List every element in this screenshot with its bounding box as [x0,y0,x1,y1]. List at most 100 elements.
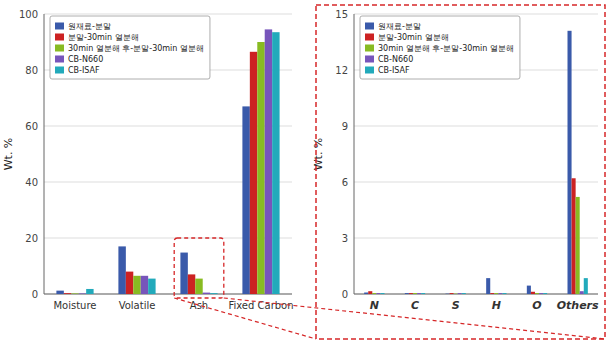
grid-line [354,294,598,295]
bar [364,293,368,294]
bar [188,274,195,294]
bar [535,293,539,294]
bar [126,272,133,294]
y-tick-label: 80 [25,65,38,76]
bar [580,291,584,294]
bar [376,293,380,294]
bar [56,291,63,294]
zoom-connector [174,298,316,339]
legend: 원재료-분말분말-30min 열분해 30min 열분해 후-분말-30min 열… [360,16,520,79]
bar [527,286,531,294]
legend-label: 30min 열분해 후-분말-30min 열분해 [378,44,514,53]
grid-line [354,126,598,127]
bar [584,278,588,294]
grid-line [354,238,598,239]
bar [498,293,502,294]
y-tick-label: 60 [25,121,38,132]
bar [272,32,279,294]
legend-swatch [365,45,374,52]
bar [79,293,86,294]
legend-swatch [55,56,64,63]
x-tick-label: Moisture [53,300,96,311]
bar [250,52,257,294]
y-tick-label: 100 [19,9,38,20]
legend-label: CB-ISAF [378,66,410,75]
y-axis-label: Wt. % [2,138,15,171]
bar [462,293,466,294]
legend-label: CB-ISAF [68,66,100,75]
bar [265,29,272,294]
bar [372,293,376,294]
bar [490,293,494,294]
chart: 020406080100Wt. %MoistureVolatileAshFixe… [2,9,294,312]
bar [539,293,543,294]
bar [71,293,78,294]
y-axis-label: Wt. % [312,138,325,171]
bar [494,293,498,294]
y-tick-label: 0 [32,289,38,300]
x-tick-label: C [411,299,419,312]
bar [486,278,490,294]
bar [141,276,148,294]
bar [380,293,384,294]
zoom-annotation [174,5,605,339]
bar [257,42,264,294]
legend-swatch [365,23,374,30]
x-axis [354,294,598,295]
x-tick-label: S [452,299,460,312]
bar [242,106,249,294]
bar [417,293,421,294]
grid-line [354,14,598,15]
bar [118,246,125,294]
x-tick-label: Ash [190,300,208,311]
bar [458,293,462,294]
bar [195,279,202,294]
y-tick-label: 20 [25,233,38,244]
bar [405,293,409,294]
legend-label: CB-N660 [68,55,103,64]
bar [133,276,140,294]
y-axis [354,14,355,294]
x-tick-label: Others [557,299,599,312]
legend-label: 원재료-분말 [378,22,421,31]
x-tick-label: Volatile [119,300,156,311]
legend-swatch [55,45,64,52]
bar [450,293,454,294]
bar [368,291,372,294]
y-axis [44,14,45,294]
legend-swatch [55,34,64,41]
bar [446,293,450,294]
bar [64,293,71,294]
x-tick-label: O [532,299,541,312]
bar [409,293,413,294]
legend-label: 분말-30min 열분해 [378,33,449,42]
legend-label: 원재료-분말 [68,22,111,31]
bar [148,279,155,294]
legend-swatch [55,23,64,30]
y-tick-label: 6 [342,177,348,188]
figure: 020406080100Wt. %MoistureVolatileAshFixe… [0,0,609,343]
bar [454,293,458,294]
legend-label: 30min 열분해 후-분말-30min 열분해 [68,44,204,53]
legend-swatch [365,56,374,63]
x-tick-label: H [492,299,501,312]
legend-frame [360,16,520,79]
y-tick-label: 0 [342,289,348,300]
bar [572,178,576,294]
zoom-connector [224,298,605,339]
bar [502,293,506,294]
legend-swatch [365,67,374,74]
y-tick-label: 40 [25,177,38,188]
bar [86,289,93,294]
y-tick-label: 9 [342,121,348,132]
legend: 원재료-분말분말-30min 열분해30min 열분해 후-분말-30min 열… [50,16,210,79]
y-tick-label: 12 [335,65,348,76]
legend-label: CB-N660 [378,55,413,64]
legend-swatch [55,67,64,74]
grid-line [44,14,292,15]
grid-line [354,182,598,183]
legend-swatch [365,34,374,41]
bar [576,197,580,294]
bar [568,31,572,294]
bar [543,293,547,294]
